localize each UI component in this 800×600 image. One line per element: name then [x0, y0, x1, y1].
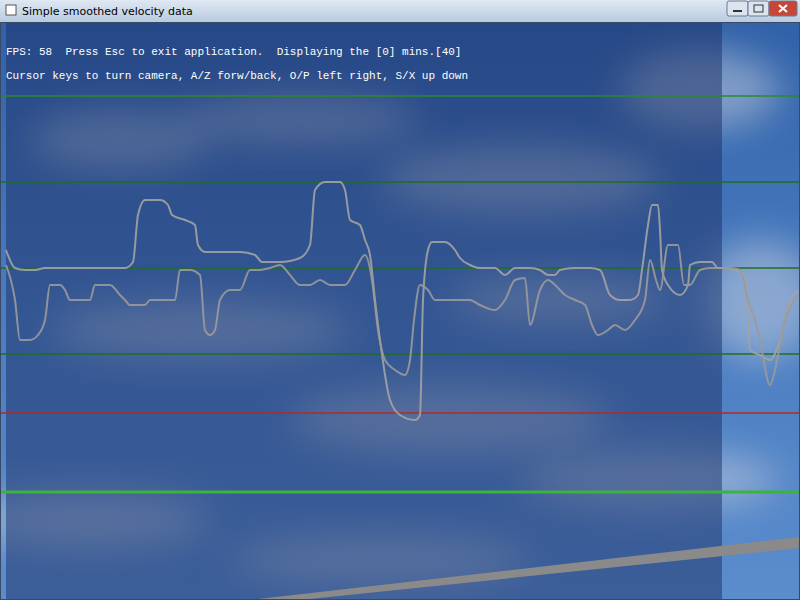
- overlay-text: FPS: 58 Press Esc to exit application. D…: [6, 46, 461, 58]
- screen: FPS: 58 Press Esc to exit application. D…: [0, 0, 800, 600]
- overlay-text: Cursor keys to turn camera, A/Z forw/bac…: [6, 70, 468, 82]
- maximize-button[interactable]: [748, 1, 769, 16]
- plot-area: [0, 96, 800, 492]
- ground-edge: [250, 537, 800, 600]
- maximize-glyph: [754, 5, 763, 12]
- sky: [0, 0, 800, 600]
- velocity-line: [6, 182, 800, 420]
- reference-line: [0, 412, 800, 414]
- title-bar: Simple smoothed velocity data: [0, 0, 800, 22]
- sky-background: [0, 0, 800, 600]
- dark-panel: [6, 22, 722, 600]
- window-icon: [6, 5, 16, 15]
- grid-line: [0, 95, 800, 97]
- plot-frame: [1, 23, 800, 600]
- reference-line: [0, 491, 800, 494]
- grid-line: [0, 181, 800, 183]
- close-glyph: [779, 5, 787, 12]
- grid-line: [0, 353, 800, 355]
- velocity-line: [6, 245, 800, 385]
- close-button[interactable]: [769, 1, 797, 16]
- minimize-glyph: [733, 10, 742, 12]
- window-title: Simple smoothed velocity data: [22, 5, 193, 18]
- title-bar-bg: [0, 0, 800, 22]
- minimize-button[interactable]: [727, 1, 748, 16]
